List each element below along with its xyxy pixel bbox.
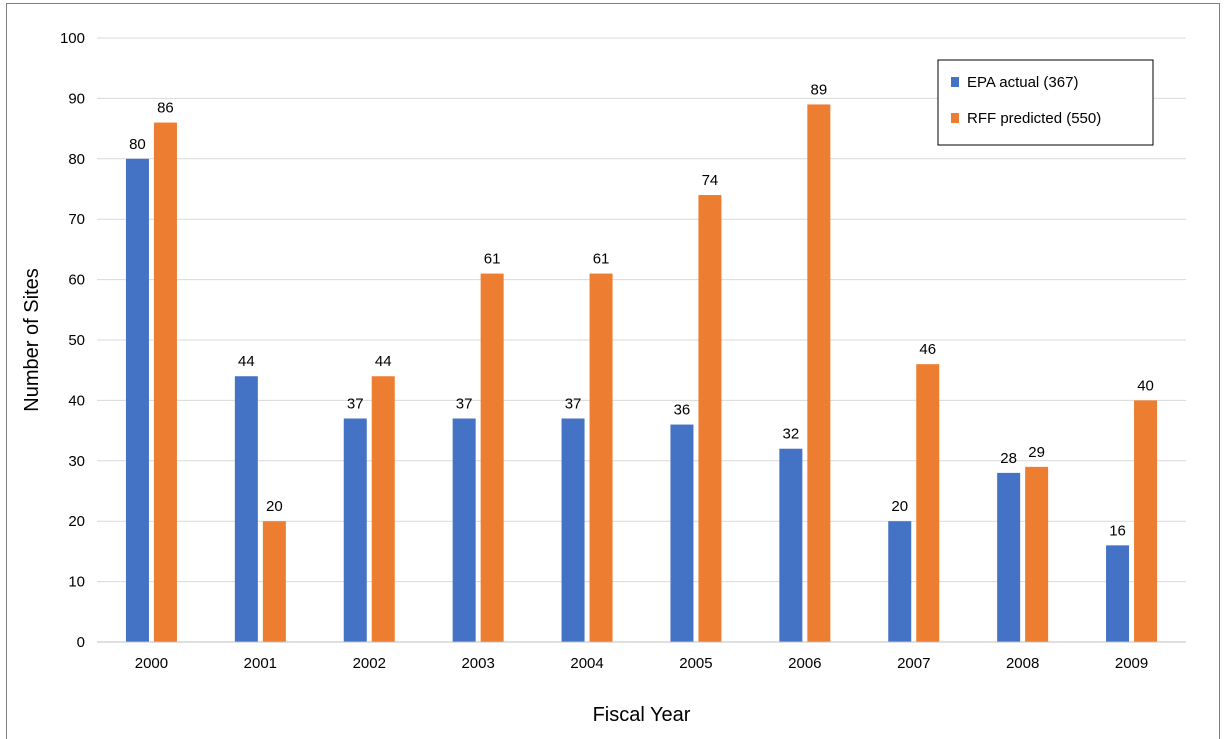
y-tick-label: 100	[60, 30, 85, 47]
x-tick-label: 2005	[679, 655, 712, 672]
data-label: 44	[375, 353, 392, 370]
legend-swatch-rff	[951, 113, 959, 123]
y-tick-label: 0	[77, 634, 85, 651]
data-label: 28	[1000, 450, 1017, 467]
data-label: 20	[266, 498, 283, 515]
bar-epa-2009	[1106, 545, 1130, 642]
x-tick-label: 2002	[353, 655, 386, 672]
bar-rff-2001	[262, 521, 286, 642]
x-tick-label: 2001	[244, 655, 277, 672]
y-tick-label: 40	[68, 392, 85, 409]
x-tick-label: 2000	[135, 655, 168, 672]
legend: EPA actual (367) RFF predicted (550)	[937, 59, 1154, 146]
data-label: 37	[565, 396, 582, 413]
data-label: 44	[238, 353, 255, 370]
bar-epa-2002	[343, 418, 367, 642]
bar-rff-2007	[916, 364, 940, 642]
legend-label-epa: EPA actual (367)	[967, 74, 1078, 91]
data-labels: 80 86 44 20 37 44 37 61 37 61 36 74 32 89 20 46 28 29 16 40	[129, 81, 1154, 539]
y-tick-label: 20	[68, 513, 85, 530]
data-label: 61	[484, 251, 501, 268]
data-label: 20	[891, 498, 908, 515]
bar-epa-2005	[670, 424, 694, 642]
bar-rff-2009	[1134, 400, 1158, 642]
data-label: 37	[347, 396, 364, 413]
x-tick-label: 2009	[1115, 655, 1148, 672]
data-label: 80	[129, 136, 146, 153]
bar-epa-2000	[125, 158, 149, 643]
data-label: 29	[1028, 444, 1045, 461]
data-label: 16	[1109, 522, 1126, 539]
legend-swatch-epa	[951, 77, 959, 87]
x-tick-label: 2006	[788, 655, 821, 672]
y-tick-label: 50	[68, 332, 85, 349]
data-label: 40	[1137, 377, 1154, 394]
y-tick-label: 10	[68, 574, 85, 591]
bar-rff-2002	[371, 376, 395, 642]
x-tick-label: 2004	[570, 655, 603, 672]
legend-label-rff: RFF predicted (550)	[967, 110, 1101, 127]
data-label: 36	[674, 402, 691, 419]
data-label: 74	[702, 172, 719, 189]
legend-box	[937, 59, 1154, 146]
chart-frame	[6, 3, 1220, 739]
bar-epa-2003	[452, 418, 476, 642]
y-tick-label: 70	[68, 211, 85, 228]
x-tick-label: 2008	[1006, 655, 1039, 672]
x-axis-title: Fiscal Year	[593, 704, 691, 726]
data-label: 86	[157, 100, 174, 117]
bar-epa-2006	[779, 448, 803, 642]
bar-epa-2008	[997, 472, 1021, 642]
y-tick-label: 80	[68, 151, 85, 168]
data-label: 46	[919, 341, 936, 358]
y-tick-label: 30	[68, 453, 85, 470]
data-label: 37	[456, 396, 473, 413]
bar-rff-2004	[589, 273, 613, 642]
y-tick-label: 90	[68, 90, 85, 107]
data-label: 61	[593, 251, 610, 268]
y-tick-labels: 0 10 20 30 40 50 60 70 80 90 100	[60, 30, 85, 651]
bar-rff-2008	[1025, 466, 1049, 642]
bar-rff-2006	[807, 104, 831, 642]
y-tick-label: 60	[68, 272, 85, 289]
bar-epa-2007	[888, 521, 912, 642]
bar-epa-2004	[561, 418, 585, 642]
x-tick-labels: 2000 2001 2002 2003 2004 2005 2006 2007 2008 2009	[135, 655, 1148, 672]
bar-rff-2000	[153, 122, 177, 642]
y-axis-title: Number of Sites	[21, 268, 43, 411]
bar-epa-2001	[234, 376, 258, 642]
bars	[125, 104, 1158, 643]
x-tick-label: 2007	[897, 655, 930, 672]
bar-rff-2003	[480, 273, 504, 642]
x-tick-label: 2003	[461, 655, 494, 672]
data-label: 32	[783, 426, 800, 443]
data-label: 89	[811, 81, 828, 98]
bar-rff-2005	[698, 195, 722, 643]
